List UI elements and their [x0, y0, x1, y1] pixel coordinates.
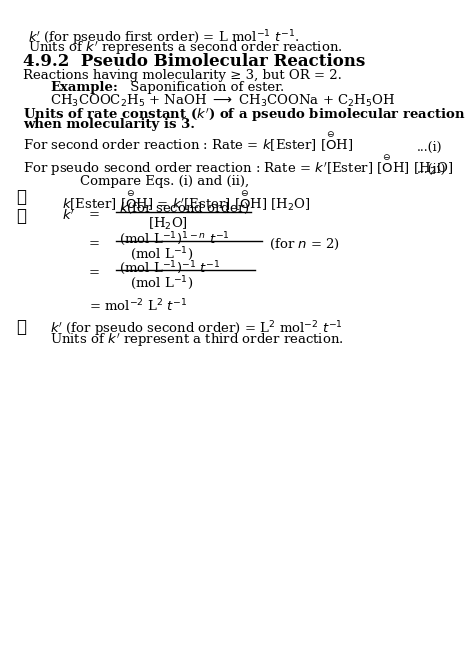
Text: 4.9.2  Pseudo Bimolecular Reactions: 4.9.2 Pseudo Bimolecular Reactions — [23, 54, 365, 70]
Text: $k$(for second order): $k$(for second order) — [118, 201, 249, 216]
Text: Example:: Example: — [50, 81, 119, 94]
Text: ∴: ∴ — [16, 319, 26, 336]
Text: (mol L$^{-1}$): (mol L$^{-1}$) — [130, 245, 193, 263]
Text: For pseudo second order reaction : Rate = $k'$[Ester] [$\overset{\ominus}{\mathr: For pseudo second order reaction : Rate … — [23, 153, 453, 178]
Text: Compare Eqs. (i) and (ii),: Compare Eqs. (i) and (ii), — [80, 176, 249, 188]
Text: Units of rate constant ($k'$) of a pseudo bimolecular reaction: Units of rate constant ($k'$) of a pseud… — [23, 106, 466, 123]
Text: ∴: ∴ — [16, 208, 26, 225]
Text: $k'$: $k'$ — [62, 208, 75, 223]
Text: (mol L$^{-1})^{1-n}$ $t^{-1}$: (mol L$^{-1})^{1-n}$ $t^{-1}$ — [118, 230, 229, 248]
Text: [H$_2$O]: [H$_2$O] — [148, 216, 188, 232]
Text: $k'$ (for pseudo second order) = L$^2$ mol$^{-2}$ $t^{-1}$: $k'$ (for pseudo second order) = L$^2$ m… — [50, 319, 343, 338]
Text: when molecularity is 3.: when molecularity is 3. — [23, 118, 195, 131]
Text: ...(i): ...(i) — [417, 141, 442, 154]
Text: =: = — [89, 208, 100, 221]
Text: =: = — [89, 266, 100, 279]
Text: (mol L$^{-1}$): (mol L$^{-1}$) — [130, 274, 193, 291]
Text: Saponification of ester.: Saponification of ester. — [126, 81, 284, 94]
Text: Units of $k'$ represents a second order reaction.: Units of $k'$ represents a second order … — [27, 40, 342, 57]
Text: ...(ii): ...(ii) — [417, 163, 446, 176]
Text: =: = — [89, 237, 100, 250]
Text: (for $n$ = 2): (for $n$ = 2) — [269, 237, 340, 253]
Text: ∴: ∴ — [16, 189, 26, 206]
Text: Units of $k'$ represent a third order reaction.: Units of $k'$ represent a third order re… — [50, 332, 344, 349]
Text: CH$_3$COOC$_2$H$_5$ + NaOH $\longrightarrow$ CH$_3$COONa + C$_2$H$_5$OH: CH$_3$COOC$_2$H$_5$ + NaOH $\longrightar… — [50, 93, 396, 109]
Text: $k'$ (for pseudo first order) = L mol$^{-1}$ $t^{-1}$.: $k'$ (for pseudo first order) = L mol$^{… — [27, 28, 299, 48]
Text: For second order reaction : Rate = $k$[Ester] [$\overset{\ominus}{\mathrm{O}}$H]: For second order reaction : Rate = $k$[E… — [23, 131, 354, 154]
Text: (mol L$^{-1})^{-1}$ $t^{-1}$: (mol L$^{-1})^{-1}$ $t^{-1}$ — [118, 259, 220, 277]
Text: $k$[Ester] [$\overset{\ominus}{\mathrm{O}}$H] = $k'$[Ester] [$\overset{\ominus}{: $k$[Ester] [$\overset{\ominus}{\mathrm{O… — [62, 189, 310, 212]
Text: = mol$^{-2}$ L$^2$ $t^{-1}$: = mol$^{-2}$ L$^2$ $t^{-1}$ — [89, 297, 188, 314]
Text: Reactions having molecularity ≥ 3, but OR = 2.: Reactions having molecularity ≥ 3, but O… — [23, 69, 342, 82]
